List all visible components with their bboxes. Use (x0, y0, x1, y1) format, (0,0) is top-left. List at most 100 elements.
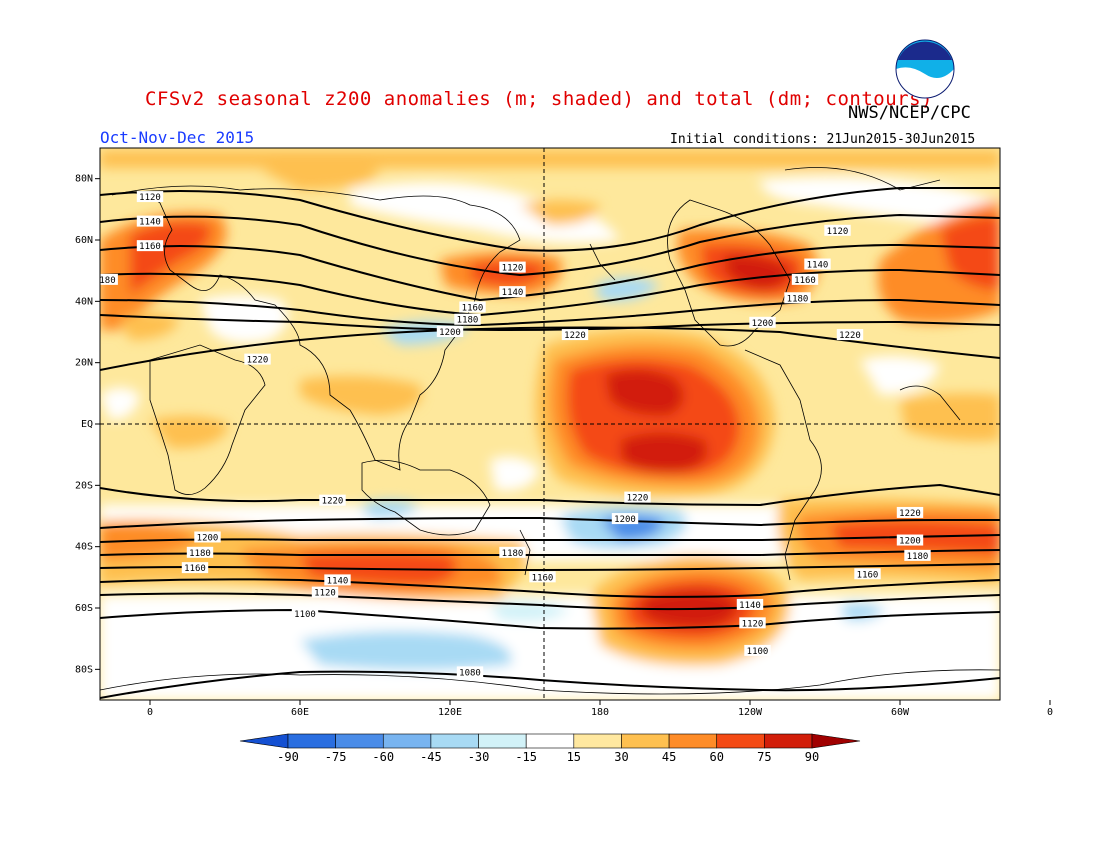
contour-label-box (749, 316, 776, 328)
colorbar-segment (668, 733, 718, 749)
lat-tick-label: 20S (75, 480, 93, 491)
colorbar-tick-label: -75 (325, 750, 347, 764)
contour-label-box (186, 546, 214, 558)
colorbar-tick-label: 60 (710, 750, 724, 764)
contour-label-box (459, 301, 486, 313)
contour-label: 1160 (462, 303, 484, 313)
colorbar-tick-label: -90 (277, 750, 299, 764)
contour-label: 1220 (899, 509, 921, 519)
contour-label-box (194, 531, 221, 543)
lon-tick-label: 60E (291, 707, 309, 718)
contour-label: 1140 (739, 601, 761, 611)
lat-tick-label: 60S (75, 603, 93, 614)
lon-tick-label: 120W (738, 707, 763, 718)
colorbar-tick-label: -45 (420, 750, 442, 764)
lon-tick-label: 60W (891, 707, 910, 718)
contour-label: 1200 (899, 537, 921, 547)
contour-label-box (311, 586, 339, 598)
colorbar-min-arrow (239, 733, 289, 749)
contour-label-box (624, 491, 651, 503)
season-label: Oct-Nov-Dec 2015 (100, 128, 255, 147)
height-contours (100, 187, 1000, 699)
lat-tick-label: 60N (75, 235, 93, 246)
colorbar: -90 -75 -60 -45 -30 -15 15 30 45 60 75 90 (239, 733, 861, 764)
contour-label-box (136, 191, 164, 203)
contour-label: 1180 (787, 294, 809, 304)
contour-label-box (499, 546, 526, 558)
contour-label: 1080 (459, 668, 481, 678)
noaa-logo (895, 39, 955, 99)
contour-label-box (454, 313, 481, 325)
contour-label-box (561, 329, 589, 341)
contour-label: 1140 (139, 218, 161, 228)
lon-tick-label: 0 (147, 707, 153, 718)
contour-label-box (784, 292, 811, 304)
anomaly-shading (100, 150, 1000, 700)
map-field: 1120 1140 1160 180 1120 1140 1160 1180 1200 1220 1… (99, 148, 1000, 700)
colorbar-segment (478, 733, 527, 749)
contour-label: 1180 (189, 549, 211, 559)
contour-label: 1120 (314, 589, 336, 599)
contour-label: 1200 (614, 515, 636, 525)
colorbar-segment (430, 733, 479, 749)
colorbar-segment (525, 733, 575, 749)
colorbar-segment (382, 733, 432, 749)
contour-label: 1220 (322, 497, 344, 507)
colorbar-segment (621, 733, 670, 749)
contour-label-box (744, 644, 771, 656)
contour-label: 1220 (839, 331, 861, 341)
colorbar-segment (335, 733, 384, 749)
colorbar-tick-label: 90 (805, 750, 819, 764)
contour-label-box (739, 617, 766, 629)
colorbar-tick-label: 45 (662, 750, 676, 764)
contour-label: 1140 (807, 261, 829, 271)
contour-label-box (291, 608, 319, 620)
contour-label-box (181, 562, 209, 574)
contour-label: 1160 (794, 276, 816, 286)
colorbar-tick-label: 15 (567, 750, 581, 764)
colorbar-segment (716, 733, 765, 749)
contour-label: 1100 (747, 647, 769, 657)
contour-labels: 1120 1140 1160 180 1120 1140 1160 1180 1200 1220 1… (99, 191, 931, 678)
contour-label-box (499, 286, 526, 298)
longitude-axis: 0 60E 120E 180 120W 60W 0 (147, 700, 1053, 718)
lon-tick-label: 0 (1047, 707, 1053, 718)
chart-title: CFSv2 seasonal z200 anomalies (m; shaded… (145, 88, 933, 110)
contour-label: 1100 (294, 610, 316, 620)
contour-label: 1220 (247, 356, 269, 366)
colorbar-tick-label: -30 (468, 750, 490, 764)
lon-tick-label: 180 (591, 707, 609, 718)
contour-label: 1160 (184, 564, 206, 574)
lon-tick-label: 120E (438, 707, 462, 718)
colorbar-max-arrow (811, 733, 861, 749)
colorbar-segment (764, 733, 813, 749)
contour-label: 1220 (564, 331, 586, 341)
lat-tick-label: 40S (75, 542, 93, 553)
contour-label-box (436, 326, 464, 337)
contour-label: 1120 (742, 619, 764, 629)
contour-label-box (499, 261, 526, 273)
initial-conditions-label: Initial conditions: 21Jun2015-30Jun2015 (670, 132, 976, 147)
contour-label-box (824, 224, 851, 236)
colorbar-tick-label: 30 (614, 750, 628, 764)
contour-label: 1200 (439, 328, 461, 338)
contour-label: 1140 (502, 288, 524, 298)
lat-tick-label: 80N (75, 174, 93, 185)
contour-label-box (896, 534, 924, 546)
contour-label-box (529, 571, 556, 583)
contour-label: 180 (99, 276, 115, 286)
contour-label: 1120 (139, 193, 161, 203)
contour-label-box (736, 598, 764, 610)
contour-label-box (100, 273, 118, 285)
contour-label: 1160 (532, 573, 554, 583)
contour-label: 1120 (827, 227, 849, 237)
contour-label-box (244, 353, 271, 365)
contour-label-box (896, 506, 924, 518)
contour-label: 1160 (139, 242, 161, 252)
contour-label-box (904, 549, 931, 561)
colorbar-segment (573, 733, 622, 749)
colorbar-segment (287, 733, 336, 749)
coastlines (100, 167, 1000, 695)
colorbar-tick-label: -60 (372, 750, 394, 764)
